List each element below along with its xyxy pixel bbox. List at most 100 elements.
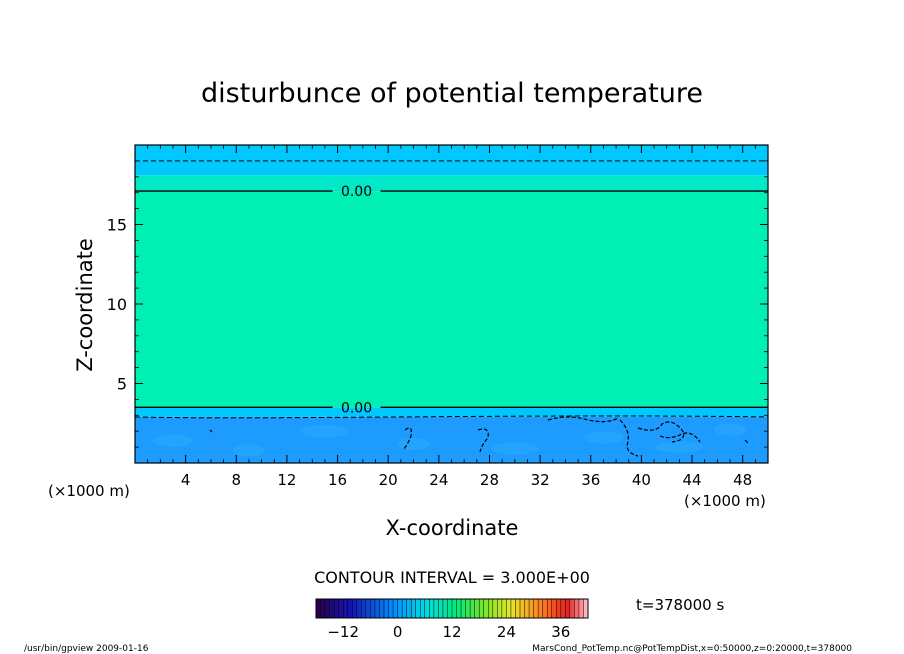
colorbar-cell-11: [365, 599, 371, 618]
colorbar-cell-42: [506, 599, 512, 618]
colorbar-cell-44: [515, 599, 521, 618]
colorbar-tick-label-24: 24: [497, 623, 516, 641]
contour-label-1: 0.00: [341, 400, 372, 416]
colorbar-cell-35: [474, 599, 480, 618]
colorbar-cell-46: [524, 599, 530, 618]
field-band-3: [135, 175, 768, 192]
colorbar-cell-20: [406, 599, 412, 618]
colorbar-cell-59: [583, 599, 589, 618]
colorbar-cell-21: [411, 599, 417, 618]
colorbar-cell-31: [456, 599, 462, 618]
colorbar-cell-13: [374, 599, 380, 618]
x-axis-label: X-coordinate: [386, 516, 519, 540]
colorbar-frame: [315, 598, 589, 619]
x-tick-label-36: 36: [581, 471, 600, 489]
colorbar-cell-50: [542, 599, 548, 618]
colorbar-cell-18: [397, 599, 403, 618]
colorbar-cell-57: [574, 599, 580, 618]
colorbar-cell-6: [343, 599, 349, 618]
colorbar-cell-37: [483, 599, 489, 618]
colorbar-cell-43: [510, 599, 516, 618]
colorbar-cell-2: [325, 599, 330, 618]
colorbar-cell-24: [424, 599, 430, 618]
x-tick-label-16: 16: [328, 471, 347, 489]
colorbar-cell-4: [334, 599, 339, 618]
colorbar-cell-47: [529, 599, 534, 618]
contour-blob-5: [659, 432, 701, 443]
y-tick-label-10: 10: [107, 295, 127, 314]
colorbar-cell-8: [352, 599, 358, 618]
plot-frame: [134, 144, 769, 464]
contour-blob-4: [637, 421, 685, 443]
chart-title: disturbunce of potential temperature: [201, 78, 703, 109]
colorbar-cell-53: [556, 599, 562, 618]
field-patch-6: [655, 441, 704, 454]
colorbar-cell-40: [497, 599, 503, 618]
field-patch-5: [583, 431, 624, 444]
colorbar-cell-55: [565, 599, 571, 618]
colorbar-cell-12: [370, 599, 376, 618]
colorbar-cell-16: [388, 599, 394, 618]
colorbar-cell-9: [356, 599, 362, 618]
field-band-0: [135, 416, 768, 463]
x-tick-label-20: 20: [379, 471, 398, 489]
x-tick-label-24: 24: [429, 471, 448, 489]
colorbar-cell-52: [551, 599, 557, 618]
field-patch-1: [232, 444, 265, 457]
field-patch-0: [152, 434, 193, 447]
x-tick-label-40: 40: [632, 471, 651, 489]
field-band-4: [135, 145, 768, 176]
colorbar-cell-25: [429, 599, 435, 618]
x-tick-label-48: 48: [733, 471, 752, 489]
colorbar-cell-30: [452, 599, 457, 618]
colorbar-cell-3: [329, 599, 335, 618]
colorbar-cell-7: [347, 599, 353, 618]
x-tick-label-4: 4: [181, 471, 191, 489]
y-tick-label-15: 15: [107, 216, 127, 235]
colorbar-cell-34: [470, 599, 475, 618]
x-tick-label-12: 12: [277, 471, 296, 489]
field-band-2: [135, 191, 768, 408]
field-patch-2: [300, 425, 349, 438]
colorbar-cell-0: [316, 599, 321, 618]
footer-right: MarsCond_PotTemp.nc@PotTempDist,x=0:5000…: [532, 644, 852, 654]
contour-blob-6: [209, 429, 213, 433]
colorbar-cell-49: [538, 599, 543, 618]
colorbar-cell-58: [578, 599, 584, 618]
field-patch-4: [490, 442, 539, 455]
contour-interval-text: CONTOUR INTERVAL = 3.000E+00: [314, 568, 590, 587]
colorbar-cell-17: [393, 599, 398, 618]
colorbar-cell-5: [338, 599, 344, 618]
x-tick-label-32: 32: [531, 471, 550, 489]
colorbar-cell-28: [442, 599, 448, 618]
colorbar-tick-label-36: 36: [551, 623, 570, 641]
colorbar-cell-45: [520, 599, 525, 618]
colorbar: −12 0 12 24 36: [315, 598, 589, 641]
colorbar-cell-19: [402, 599, 407, 618]
x-tick-label-44: 44: [682, 471, 701, 489]
colorbar-cell-33: [465, 599, 471, 618]
field-patch-3: [397, 437, 430, 450]
time-text: t=378000 s: [636, 596, 724, 614]
x-unit-right: (×1000 m): [684, 492, 766, 510]
colorbar-tick-label-0: 0: [393, 623, 403, 641]
colorbar-cell-32: [461, 599, 466, 618]
field-band-1: [135, 407, 768, 417]
x-tick-label-8: 8: [232, 471, 242, 489]
colorbar-cell-48: [533, 599, 539, 618]
colorbar-cell-26: [433, 599, 439, 618]
colorbar-cell-36: [479, 599, 485, 618]
colorbar-cell-10: [361, 599, 367, 618]
colorbar-cell-23: [420, 599, 426, 618]
heatmap-field: [135, 145, 768, 463]
contour-blob-0: [402, 427, 412, 451]
colorbar-cell-38: [488, 599, 494, 618]
colorbar-cell-56: [569, 599, 575, 618]
x-unit-left: (×1000 m): [48, 482, 130, 500]
colorbar-cell-54: [560, 599, 566, 618]
colorbar-cell-51: [547, 599, 553, 618]
x-tick-label-28: 28: [480, 471, 499, 489]
y-axis-label: Z-coordinate: [73, 238, 97, 372]
